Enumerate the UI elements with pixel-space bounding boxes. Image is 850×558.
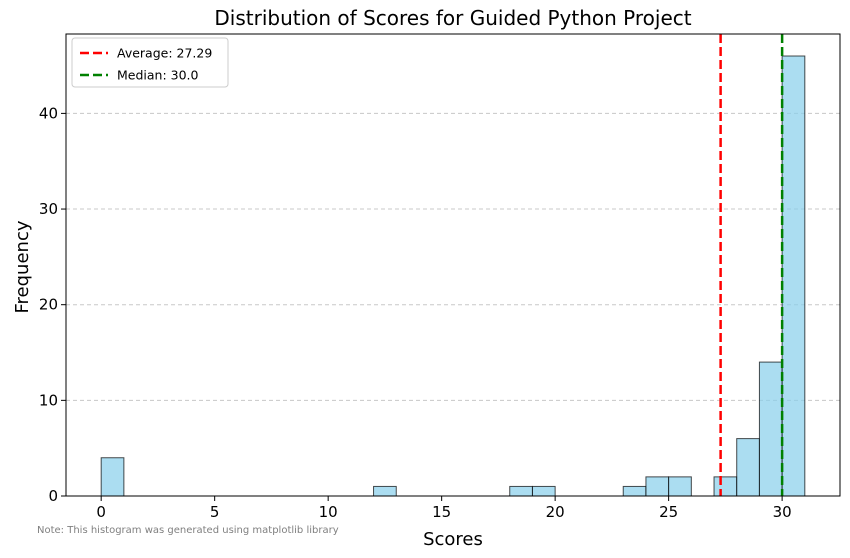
x-tick-label: 10 [319, 503, 338, 521]
x-tick-label: 20 [546, 503, 565, 521]
y-tick-label: 30 [39, 200, 58, 218]
chart-title: Distribution of Scores for Guided Python… [214, 6, 691, 30]
legend-box [71, 37, 229, 88]
histogram-bar [373, 485, 397, 497]
bars-group [100, 55, 806, 497]
x-tick-label: 0 [96, 503, 106, 521]
y-tick-label: 40 [39, 104, 58, 122]
histogram-bar [645, 476, 670, 497]
histogram-bar [781, 55, 806, 497]
footnote: Note: This histogram was generated using… [37, 525, 339, 536]
histogram-bar [713, 476, 738, 497]
histogram-bar [736, 438, 760, 497]
reference-lines [719, 34, 784, 496]
histogram-bar [622, 485, 647, 497]
histogram-bar [531, 485, 556, 497]
y-tick-label: 20 [39, 296, 58, 314]
x-tick-label: 5 [210, 503, 220, 521]
y-tick-label: 0 [48, 487, 58, 505]
y-tick-label: 10 [39, 391, 58, 409]
x-tick-label: 15 [432, 503, 451, 521]
x-tick-label: 30 [773, 503, 792, 521]
histogram-bar [758, 361, 783, 497]
legend: Average: 27.29 Median: 30.0 [71, 37, 229, 88]
histogram-bar [100, 457, 125, 497]
x-tick-label: 25 [659, 503, 678, 521]
legend-label: Median: 30.0 [117, 68, 199, 83]
y-axis-ticks: 0 10 20 30 40 [39, 104, 66, 505]
histogram-bar [668, 476, 692, 497]
x-axis-ticks: 0 5 10 15 20 25 30 [96, 496, 792, 521]
plot-frame [65, 33, 841, 497]
grid-lines [66, 112, 840, 401]
histogram-bar [509, 485, 533, 497]
y-axis-label: Frequency [12, 220, 33, 313]
x-axis-label: Scores [423, 529, 483, 550]
legend-label: Average: 27.29 [117, 46, 212, 61]
